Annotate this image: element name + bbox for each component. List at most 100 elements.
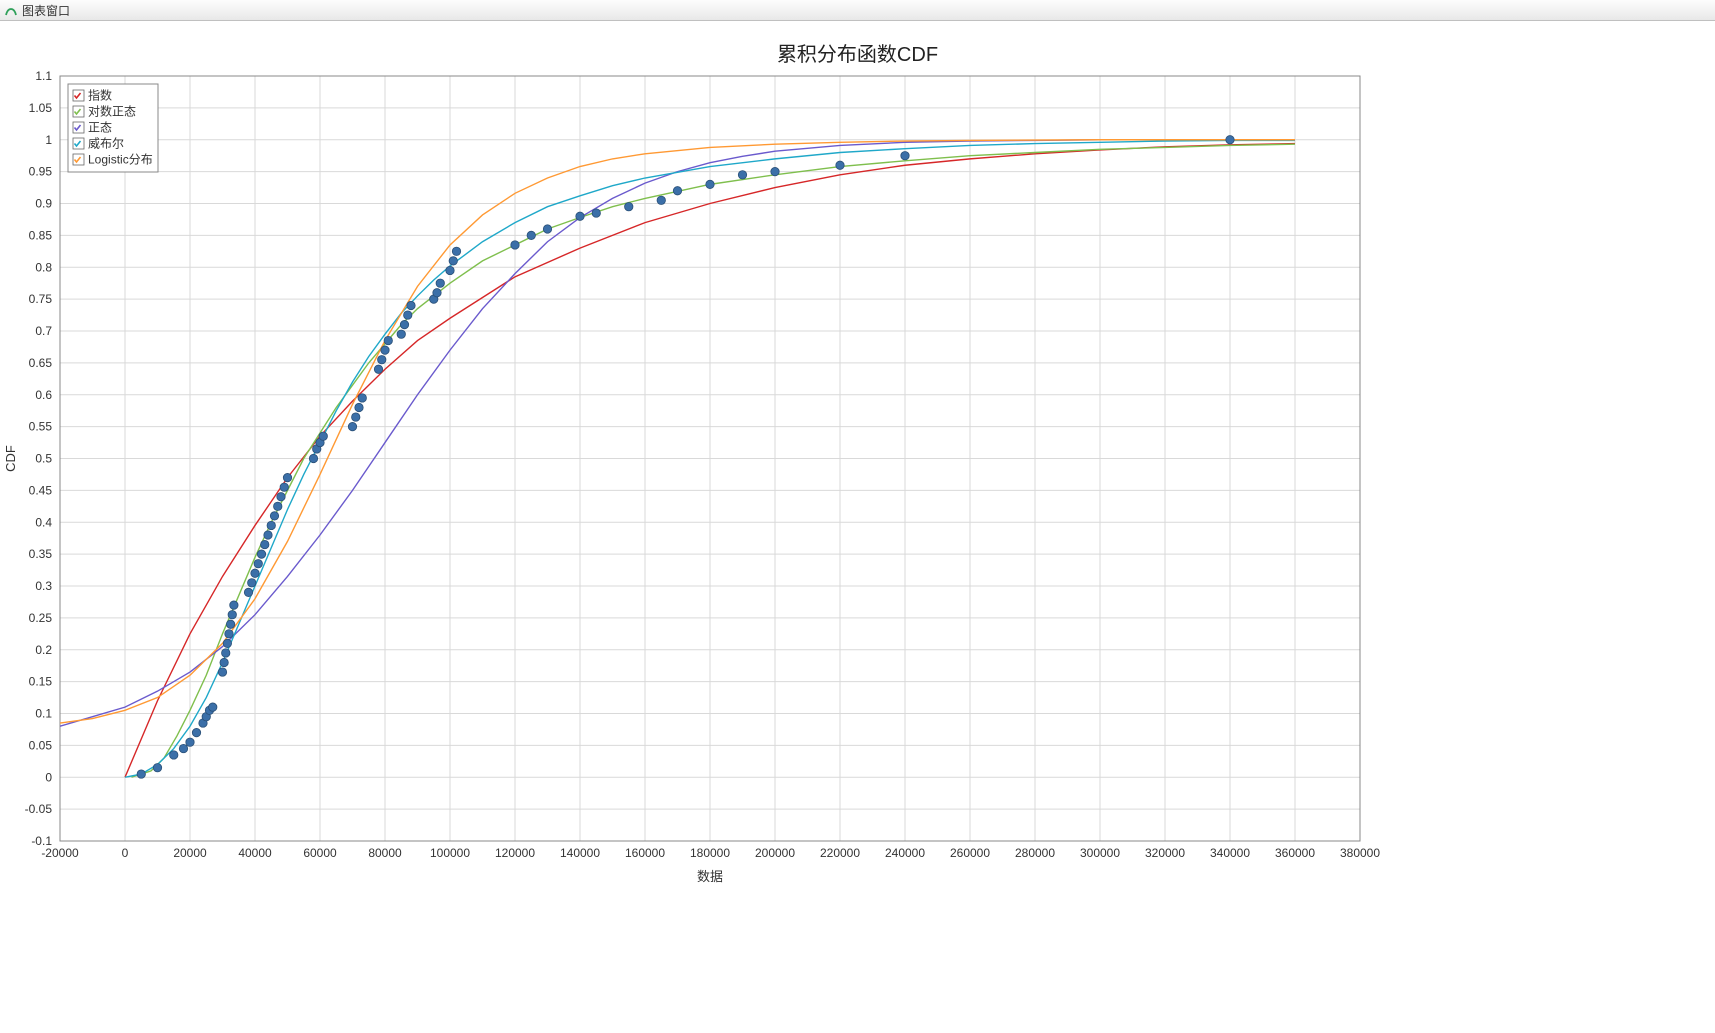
data-point bbox=[319, 432, 327, 440]
x-tick-label: 120000 bbox=[495, 846, 535, 860]
data-point bbox=[592, 209, 600, 217]
y-tick-label: 0.55 bbox=[29, 420, 53, 434]
x-tick-label: 60000 bbox=[303, 846, 337, 860]
data-point bbox=[228, 610, 236, 618]
y-tick-label: 1.05 bbox=[29, 101, 53, 115]
data-point bbox=[657, 196, 665, 204]
data-point bbox=[625, 202, 633, 210]
data-point bbox=[283, 473, 291, 481]
data-point bbox=[254, 559, 262, 567]
legend-label: 指数 bbox=[88, 88, 112, 103]
data-point bbox=[355, 403, 363, 411]
data-point bbox=[230, 601, 238, 609]
x-tick-label: 260000 bbox=[950, 846, 990, 860]
y-tick-label: 0.85 bbox=[29, 228, 53, 242]
y-tick-label: 0.75 bbox=[29, 292, 53, 306]
series-Logistic分布 bbox=[60, 140, 1295, 723]
legend-label: Logistic分布 bbox=[88, 153, 153, 167]
y-tick-label: 0.35 bbox=[29, 547, 53, 561]
data-point bbox=[576, 212, 584, 220]
data-point bbox=[397, 330, 405, 338]
data-point bbox=[170, 751, 178, 759]
legend-label: 威布尔 bbox=[88, 136, 124, 151]
data-point bbox=[186, 738, 194, 746]
y-tick-label: 0 bbox=[45, 770, 52, 784]
data-point bbox=[706, 180, 714, 188]
y-tick-label: 0.95 bbox=[29, 165, 53, 179]
data-point bbox=[179, 744, 187, 752]
data-point bbox=[209, 703, 217, 711]
data-point bbox=[257, 550, 265, 558]
data-point bbox=[384, 336, 392, 344]
data-point bbox=[901, 151, 909, 159]
x-tick-label: 300000 bbox=[1080, 846, 1120, 860]
window-titlebar[interactable]: 图表窗口 bbox=[0, 0, 1715, 21]
data-point bbox=[226, 620, 234, 628]
data-point bbox=[225, 630, 233, 638]
x-tick-label: 240000 bbox=[885, 846, 925, 860]
data-point bbox=[358, 394, 366, 402]
chart-container: 累积分布函数CDF-200000200004000060000800001000… bbox=[0, 21, 1715, 1033]
data-point bbox=[374, 365, 382, 373]
data-point bbox=[274, 502, 282, 510]
data-point bbox=[527, 231, 535, 239]
data-point bbox=[137, 770, 145, 778]
x-tick-label: 320000 bbox=[1145, 846, 1185, 860]
data-point bbox=[400, 320, 408, 328]
y-tick-label: 0.15 bbox=[29, 675, 53, 689]
data-point bbox=[436, 279, 444, 287]
data-point bbox=[352, 413, 360, 421]
y-tick-label: 0.25 bbox=[29, 611, 53, 625]
x-tick-label: 80000 bbox=[368, 846, 402, 860]
series-正态 bbox=[60, 140, 1295, 727]
data-point bbox=[218, 668, 226, 676]
x-axis-label: 数据 bbox=[697, 869, 723, 884]
data-point bbox=[738, 171, 746, 179]
x-tick-label: 220000 bbox=[820, 846, 860, 860]
y-tick-label: 0.9 bbox=[35, 197, 52, 211]
data-point bbox=[449, 257, 457, 265]
y-tick-label: 0.65 bbox=[29, 356, 53, 370]
window-title: 图表窗口 bbox=[22, 2, 70, 19]
data-point bbox=[348, 422, 356, 430]
data-point bbox=[244, 588, 252, 596]
data-point bbox=[223, 639, 231, 647]
x-tick-label: 180000 bbox=[690, 846, 730, 860]
legend: 指数对数正态正态威布尔Logistic分布 bbox=[68, 84, 158, 172]
x-tick-label: 100000 bbox=[430, 846, 470, 860]
y-tick-label: 0.1 bbox=[35, 707, 52, 721]
data-point bbox=[1226, 136, 1234, 144]
x-tick-label: -20000 bbox=[41, 846, 79, 860]
data-point bbox=[280, 483, 288, 491]
data-point bbox=[222, 649, 230, 657]
data-point bbox=[277, 493, 285, 501]
data-point bbox=[407, 301, 415, 309]
data-point bbox=[261, 540, 269, 548]
x-tick-label: 160000 bbox=[625, 846, 665, 860]
data-point bbox=[264, 531, 272, 539]
legend-label: 正态 bbox=[88, 121, 112, 135]
y-tick-label: 0.5 bbox=[35, 452, 52, 466]
data-point bbox=[673, 187, 681, 195]
data-point bbox=[836, 161, 844, 169]
x-tick-label: 380000 bbox=[1340, 846, 1380, 860]
data-point bbox=[378, 355, 386, 363]
y-tick-label: 1.1 bbox=[35, 69, 52, 83]
data-point bbox=[220, 658, 228, 666]
app-icon bbox=[4, 3, 18, 17]
data-point bbox=[267, 521, 275, 529]
data-point bbox=[404, 311, 412, 319]
data-point bbox=[433, 289, 441, 297]
y-tick-label: 0.8 bbox=[35, 260, 52, 274]
data-point bbox=[771, 167, 779, 175]
y-tick-label: 0.2 bbox=[35, 643, 52, 657]
y-tick-label: -0.05 bbox=[25, 802, 53, 816]
data-point bbox=[270, 512, 278, 520]
data-point bbox=[543, 225, 551, 233]
y-tick-label: 0.7 bbox=[35, 324, 52, 338]
y-tick-label: 0.6 bbox=[35, 388, 52, 402]
x-tick-label: 360000 bbox=[1275, 846, 1315, 860]
x-tick-label: 40000 bbox=[238, 846, 272, 860]
data-point bbox=[153, 763, 161, 771]
data-point bbox=[309, 454, 317, 462]
